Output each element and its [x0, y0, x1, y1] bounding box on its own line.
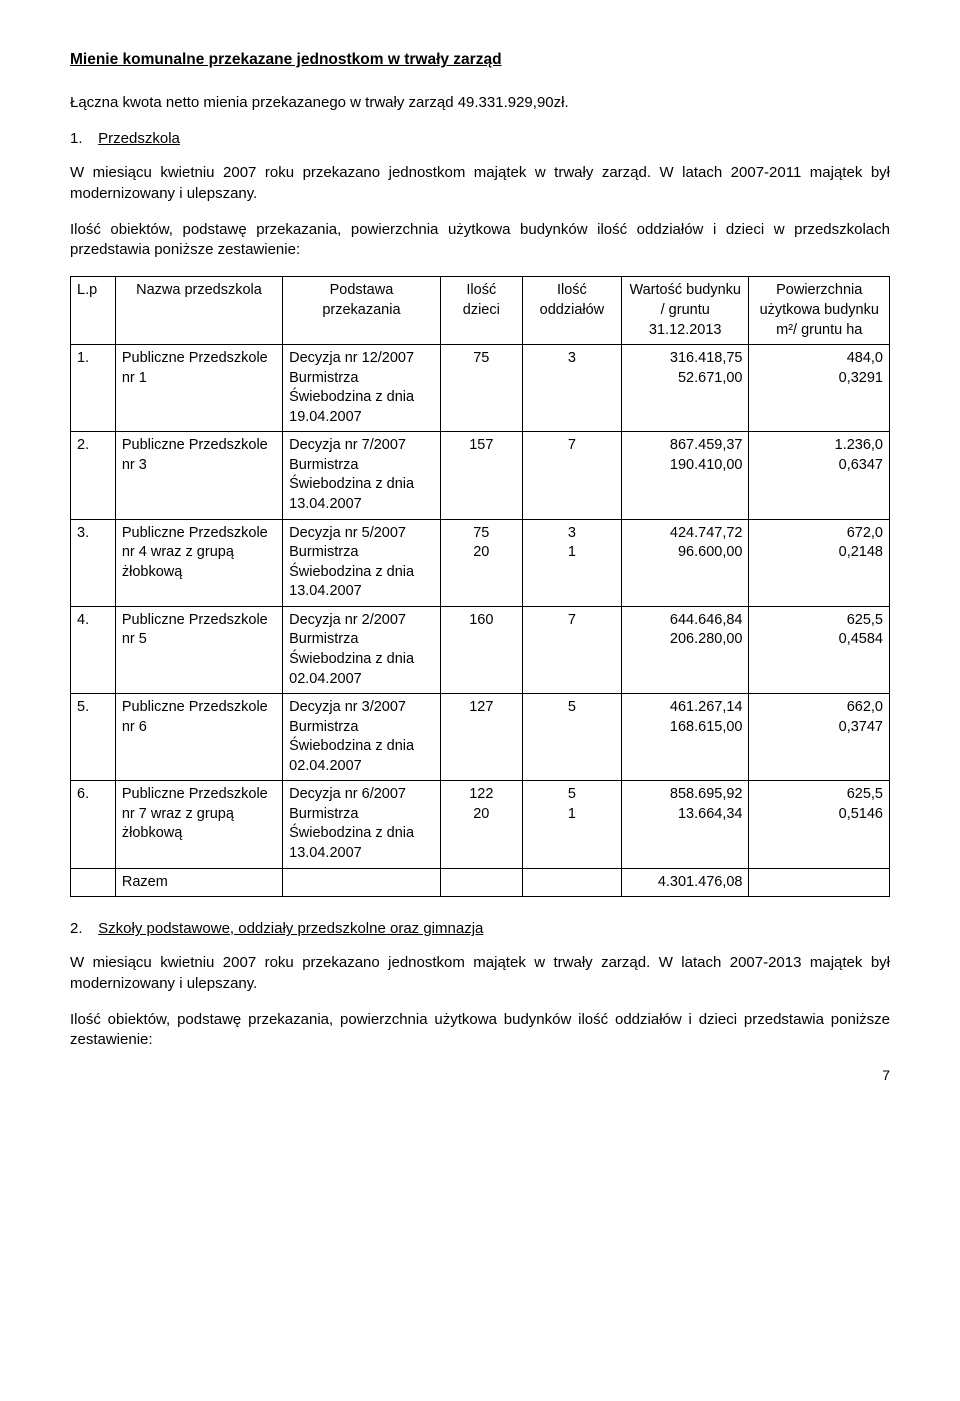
cell-children: 12220: [440, 781, 522, 868]
cell-basis: [283, 868, 441, 897]
table-header-row: L.p Nazwa przedszkola Podstawa przekazan…: [71, 277, 890, 345]
section-2-label: Szkoły podstawowe, oddziały przedszkolne…: [98, 920, 483, 937]
cell-name: Publiczne Przedszkole nr 3: [115, 432, 282, 519]
section-2-para-1: W miesiącu kwietniu 2007 roku przekazano…: [70, 953, 890, 994]
cell-name: Publiczne Przedszkole nr 6: [115, 694, 282, 781]
cell-area: 662,00,3747: [749, 694, 890, 781]
th-area: Powierzchnia użytkowa budynku m²/ gruntu…: [749, 277, 890, 345]
cell-dept: 31: [522, 519, 621, 606]
cell-basis: Decyzja nr 12/2007 Burmistrza Świebodzin…: [283, 345, 441, 432]
th-basis: Podstawa przekazania: [283, 277, 441, 345]
section-2-heading: 2. Szkoły podstawowe, oddziały przedszko…: [94, 919, 890, 939]
section-2-para-2: Ilość obiektów, podstawę przekazania, po…: [70, 1010, 890, 1051]
page-number: 7: [70, 1066, 890, 1085]
section-1-number: 1.: [70, 129, 94, 149]
cell-dept: 3: [522, 345, 621, 432]
cell-children: 157: [440, 432, 522, 519]
cell-name: Publiczne Przedszkole nr 7 wraz z grupą …: [115, 781, 282, 868]
cell-children: 127: [440, 694, 522, 781]
cell-area: 625,50,4584: [749, 606, 890, 693]
table-row: 4.Publiczne Przedszkole nr 5Decyzja nr 2…: [71, 606, 890, 693]
cell-lp: 4.: [71, 606, 116, 693]
cell-razem-label: Razem: [115, 868, 282, 897]
page-title: Mienie komunalne przekazane jednostkom w…: [70, 50, 890, 71]
cell-value: 867.459,37190.410,00: [621, 432, 749, 519]
cell-dept: 5: [522, 694, 621, 781]
cell-name: Publiczne Przedszkole nr 5: [115, 606, 282, 693]
table-row: 6.Publiczne Przedszkole nr 7 wraz z grup…: [71, 781, 890, 868]
intro-line: Łączna kwota netto mienia przekazanego w…: [70, 93, 890, 113]
page-container: Mienie komunalne przekazane jednostkom w…: [0, 0, 960, 1115]
cell-area: 625,50,5146: [749, 781, 890, 868]
table-row: 5.Publiczne Przedszkole nr 6Decyzja nr 3…: [71, 694, 890, 781]
table-row-razem: Razem 4.301.476,08: [71, 868, 890, 897]
cell-area: [749, 868, 890, 897]
section-1-para-1: W miesiącu kwietniu 2007 roku przekazano…: [70, 163, 890, 204]
cell-name: Publiczne Przedszkole nr 1: [115, 345, 282, 432]
cell-lp: 2.: [71, 432, 116, 519]
th-dept: Ilość oddziałów: [522, 277, 621, 345]
table-row: 2.Publiczne Przedszkole nr 3Decyzja nr 7…: [71, 432, 890, 519]
table-row: 3.Publiczne Przedszkole nr 4 wraz z grup…: [71, 519, 890, 606]
cell-dept: 7: [522, 432, 621, 519]
cell-value: 461.267,14168.615,00: [621, 694, 749, 781]
cell-children: [440, 868, 522, 897]
cell-area: 1.236,00,6347: [749, 432, 890, 519]
section-2-number: 2.: [70, 919, 94, 939]
cell-dept: 7: [522, 606, 621, 693]
cell-basis: Decyzja nr 2/2007 Burmistrza Świebodzina…: [283, 606, 441, 693]
cell-children: 75: [440, 345, 522, 432]
th-children: Ilość dzieci: [440, 277, 522, 345]
przedszkola-table: L.p Nazwa przedszkola Podstawa przekazan…: [70, 276, 890, 897]
cell-razem-value: 4.301.476,08: [621, 868, 749, 897]
cell-basis: Decyzja nr 6/2007 Burmistrza Świebodzina…: [283, 781, 441, 868]
cell-lp: [71, 868, 116, 897]
cell-basis: Decyzja nr 5/2007 Burmistrza Świebodzina…: [283, 519, 441, 606]
section-1-label: Przedszkola: [98, 130, 180, 147]
cell-value: 644.646,84206.280,00: [621, 606, 749, 693]
cell-value: 424.747,7296.600,00: [621, 519, 749, 606]
th-lp: L.p: [71, 277, 116, 345]
cell-lp: 5.: [71, 694, 116, 781]
cell-children: 7520: [440, 519, 522, 606]
cell-basis: Decyzja nr 3/2007 Burmistrza Świebodzina…: [283, 694, 441, 781]
cell-value: 858.695,9213.664,34: [621, 781, 749, 868]
cell-value: 316.418,7552.671,00: [621, 345, 749, 432]
th-value: Wartość budynku / gruntu 31.12.2013: [621, 277, 749, 345]
cell-lp: 3.: [71, 519, 116, 606]
cell-children: 160: [440, 606, 522, 693]
cell-dept: 51: [522, 781, 621, 868]
cell-lp: 1.: [71, 345, 116, 432]
th-name: Nazwa przedszkola: [115, 277, 282, 345]
cell-area: 484,00,3291: [749, 345, 890, 432]
cell-dept: [522, 868, 621, 897]
table-row: 1.Publiczne Przedszkole nr 1Decyzja nr 1…: [71, 345, 890, 432]
cell-area: 672,00,2148: [749, 519, 890, 606]
section-1-heading: 1. Przedszkola: [94, 129, 890, 149]
cell-basis: Decyzja nr 7/2007 Burmistrza Świebodzina…: [283, 432, 441, 519]
section-1-para-2: Ilość obiektów, podstawę przekazania, po…: [70, 220, 890, 261]
cell-name: Publiczne Przedszkole nr 4 wraz z grupą …: [115, 519, 282, 606]
cell-lp: 6.: [71, 781, 116, 868]
